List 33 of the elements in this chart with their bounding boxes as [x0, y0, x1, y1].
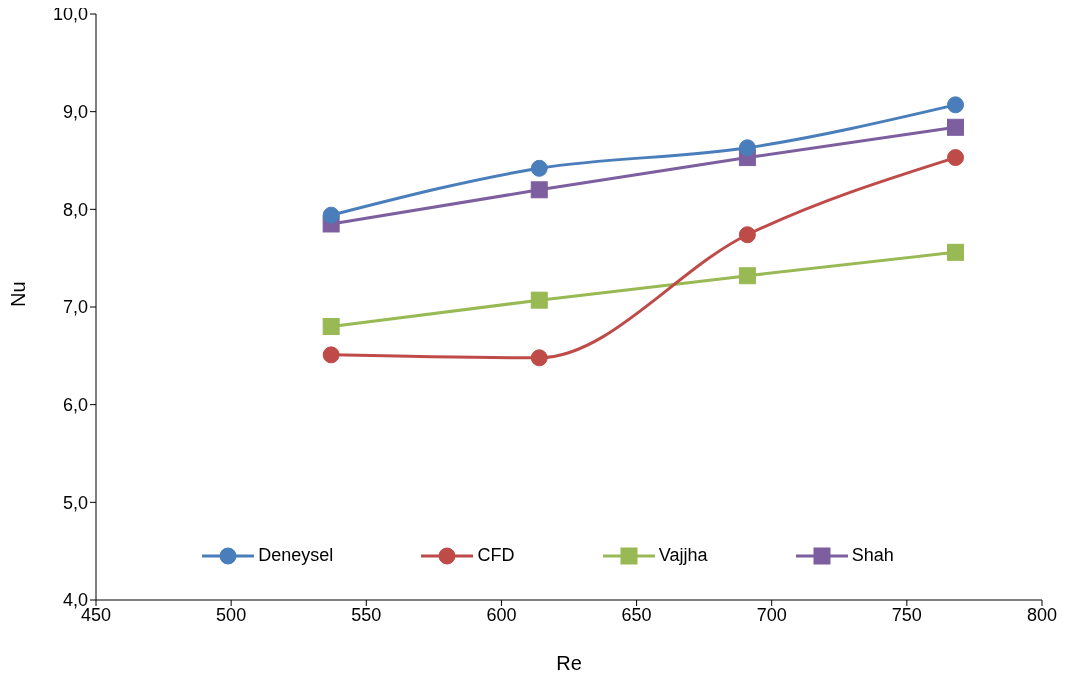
point — [738, 267, 756, 285]
point — [530, 349, 548, 367]
point — [322, 206, 340, 224]
x-tick-label: 650 — [621, 604, 652, 625]
point — [738, 226, 756, 244]
point — [530, 159, 548, 177]
point — [322, 318, 340, 336]
y-tick-label: 5,0 — [62, 492, 88, 513]
y-tick-label: 8,0 — [62, 199, 88, 220]
legend-label: CFD — [477, 545, 515, 566]
y-tick-label: 7,0 — [62, 297, 88, 318]
legend-label: Shah — [851, 545, 894, 566]
legend-label: Vajjha — [658, 545, 708, 566]
point — [947, 118, 965, 136]
y-tick-label: 9,0 — [62, 102, 88, 123]
x-tick-label: 500 — [216, 604, 247, 625]
x-tick-label: 700 — [756, 604, 787, 625]
point — [322, 346, 340, 364]
y-tick-label: 6,0 — [62, 395, 88, 416]
x-tick-label: 550 — [351, 604, 382, 625]
x-tick-label: 600 — [486, 604, 517, 625]
y-tick-label: 10,0 — [52, 4, 88, 25]
point — [530, 181, 548, 199]
legend-label: Deneysel — [258, 545, 334, 566]
point — [738, 139, 756, 157]
point — [947, 149, 965, 167]
x-tick-label: 750 — [891, 604, 922, 625]
point — [947, 243, 965, 261]
point — [530, 291, 548, 309]
y-axis-title: Nu — [7, 281, 30, 307]
point — [947, 96, 965, 114]
x-axis-title: Re — [556, 652, 582, 674]
x-tick-label: 800 — [1026, 604, 1058, 625]
